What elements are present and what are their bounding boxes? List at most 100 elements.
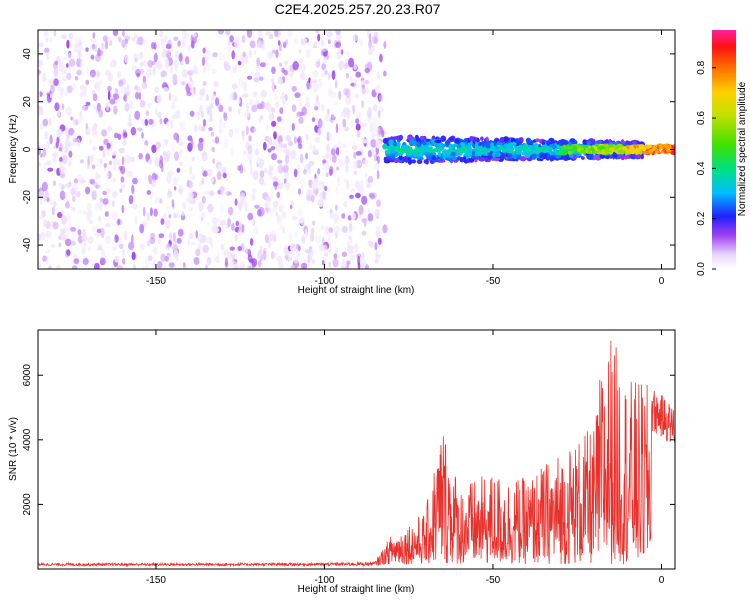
- spectrogram-cell: [346, 179, 349, 190]
- spectrogram-cell: [52, 221, 59, 230]
- spectrogram-cell: [283, 164, 289, 174]
- spectrogram-cell: [626, 151, 631, 155]
- spectrogram-cell: [155, 141, 162, 149]
- spectrogram-cell: [285, 39, 289, 45]
- spectrogram-cell: [199, 95, 203, 101]
- spectrogram-cell: [154, 174, 159, 180]
- spectrogram-cell: [171, 244, 179, 251]
- spectrogram-cell: [160, 70, 167, 77]
- spectrogram-cell: [290, 200, 294, 206]
- spectrogram-cell: [322, 159, 327, 164]
- spectrogram-cell: [425, 158, 429, 165]
- spectrogram-cell: [45, 37, 49, 43]
- colorbar-tick-label: 0.2: [696, 211, 707, 225]
- spectrogram-cell: [287, 30, 293, 38]
- spectrogram-cell: [481, 140, 488, 144]
- spectrogram-cell: [565, 146, 573, 150]
- spectrogram-cell: [41, 181, 48, 192]
- page-title: C2E4.2025.257.20.23.R07: [274, 1, 441, 17]
- spectrogram-cell: [264, 234, 270, 244]
- spectrogram-cell: [144, 118, 149, 126]
- spectrogram-cell: [211, 68, 217, 75]
- spectrogram-cell: [191, 175, 195, 180]
- spectrogram-cell: [275, 49, 279, 58]
- spectrogram-cell: [76, 138, 81, 147]
- spectrogram-cell: [299, 178, 305, 188]
- spectrogram-cell: [104, 211, 109, 217]
- spectrogram-cell: [85, 79, 90, 86]
- spectrogram-cell: [411, 159, 416, 164]
- spectrogram-cell: [196, 110, 201, 116]
- spectrogram-cell: [348, 222, 353, 233]
- spectrogram-cell: [581, 144, 589, 149]
- spectrogram-cell: [237, 98, 241, 104]
- spectrogram-cell: [106, 149, 110, 156]
- spectrogram-cell: [419, 147, 423, 154]
- spectrogram-cell: [152, 67, 156, 76]
- spectrogram-cell: [458, 151, 463, 156]
- spectrogram-cell: [162, 151, 166, 159]
- spectrogram-cell: [367, 30, 371, 39]
- spectrogram-cell: [177, 40, 181, 47]
- spectrogram-cell: [315, 61, 321, 68]
- spectrogram-cell: [278, 62, 283, 67]
- spectrogram-cell: [248, 50, 252, 58]
- spectrogram-cell: [190, 138, 194, 149]
- spectrogram-cell: [329, 151, 332, 162]
- spectrogram-cell: [53, 78, 59, 87]
- spectrogram-cell: [253, 49, 257, 56]
- spectrogram-cell: [328, 261, 332, 268]
- spectrogram-cell: [538, 144, 542, 148]
- spectrogram-cell: [174, 50, 180, 59]
- spectrogram-cell: [153, 257, 156, 267]
- spectrogram-cell: [38, 70, 42, 75]
- spectrogram-cell: [201, 151, 208, 162]
- spectrogram-cell: [109, 61, 116, 68]
- spectrogram-cell: [118, 166, 123, 171]
- spectrogram-cell: [202, 81, 207, 87]
- spectrogram-cell: [76, 59, 81, 65]
- spectrogram-cell: [82, 85, 88, 96]
- spectrogram-cell: [325, 30, 332, 38]
- x-tick-label: -50: [486, 575, 501, 586]
- spectrogram-cell: [112, 30, 119, 37]
- spectrogram-cell: [44, 131, 49, 140]
- spectrogram-cell: [349, 255, 355, 261]
- spectrogram-cell: [92, 146, 97, 151]
- spectrogram-cell: [38, 106, 44, 116]
- spectrogram-cell: [368, 33, 372, 42]
- spectrogram-cell: [81, 234, 88, 242]
- spectrogram-cell: [437, 152, 442, 157]
- spectrogram-cell: [416, 156, 421, 160]
- spectrogram-cell: [446, 155, 453, 159]
- spectrogram-cell: [224, 64, 231, 71]
- spectrogram-cell: [240, 195, 246, 206]
- spectrogram-cell: [361, 100, 364, 109]
- spectrogram-cell: [99, 257, 106, 266]
- spectrogram-cell: [232, 261, 238, 269]
- spectrogram-cell: [206, 49, 211, 57]
- spectrogram-cell: [306, 48, 311, 58]
- spectrogram-cell: [157, 111, 162, 119]
- spectrogram-cell: [327, 248, 332, 253]
- spectrogram-cell: [330, 91, 337, 99]
- spectrogram-cell: [320, 39, 325, 47]
- spectrogram-cell: [374, 258, 379, 264]
- spectrogram-cell: [178, 53, 183, 62]
- spectrogram-cell: [242, 51, 246, 58]
- spectrogram-cell: [259, 170, 265, 178]
- spectrogram-cell: [344, 155, 350, 165]
- spectrogram-cell: [98, 145, 104, 151]
- spectrogram-cell: [121, 156, 125, 166]
- spectrogram-cell: [334, 101, 339, 106]
- spectrogram-cell: [205, 62, 212, 72]
- spectrogram-cell: [184, 33, 190, 38]
- spectrogram-cell: [102, 190, 107, 196]
- spectrogram-cell: [287, 140, 294, 147]
- spectrogram-cell: [438, 159, 446, 163]
- spectrogram-cell: [605, 143, 609, 148]
- spectrogram-cell: [170, 102, 176, 110]
- spectrogram-cell: [227, 206, 234, 216]
- spectrogram-cell: [275, 101, 279, 109]
- spectrogram-cell: [141, 132, 144, 139]
